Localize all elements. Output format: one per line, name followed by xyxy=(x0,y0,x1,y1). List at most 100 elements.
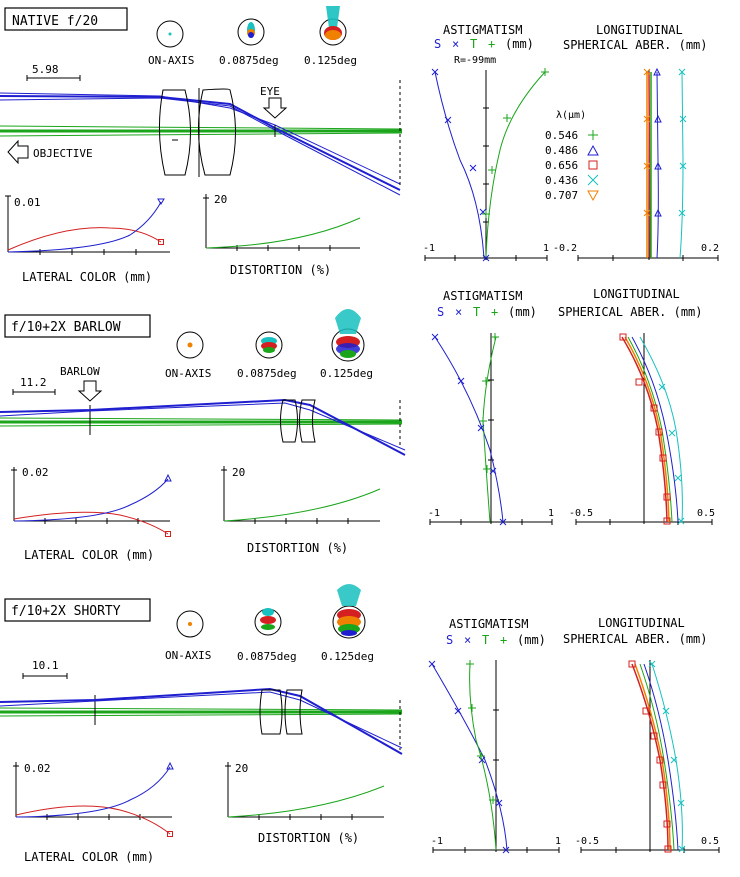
lsa-cyan-curve xyxy=(639,336,683,523)
legend-square-icon xyxy=(588,160,598,170)
spot-edge-cyan xyxy=(337,584,361,606)
lsa-blue-curve xyxy=(643,663,679,851)
lateral-blue-curve xyxy=(15,766,171,818)
distortion-axes xyxy=(205,194,360,249)
lsa-xmin: -0.2 xyxy=(553,243,577,254)
astig-s-markers xyxy=(431,333,507,526)
spot-mid-cyan xyxy=(262,608,274,616)
chief-ray xyxy=(0,95,401,191)
astig-xticks xyxy=(429,519,553,525)
lsa-xmin: -0.5 xyxy=(569,508,593,519)
astig-legend-s: S xyxy=(437,305,444,319)
wavelength-legend: λ(μm) 0.546 0.486 0.656 0.436 0.707 xyxy=(545,110,599,202)
lateral-xticks xyxy=(46,814,141,820)
astig-legend-unit: (mm) xyxy=(505,37,534,51)
lsa-title-line1: LONGITUDINAL xyxy=(596,23,683,37)
astig-legend-unit: (mm) xyxy=(508,305,537,319)
astig-axes xyxy=(425,70,547,260)
lsa-red-curve xyxy=(631,663,669,851)
lateral-axes xyxy=(13,467,170,522)
distortion-xticks xyxy=(254,518,349,524)
axial-ray-upper xyxy=(0,417,403,421)
legend-inverted-triangle-icon xyxy=(587,190,599,202)
chief-ray xyxy=(0,687,403,755)
lsa-cyan-curve xyxy=(679,71,684,259)
legend-cross-icon xyxy=(587,174,599,186)
lsa-plot: LONGITUDINAL SPHERICAL ABER. (mm) -0.5 0… xyxy=(563,616,720,853)
chief-ray-2 xyxy=(0,97,401,196)
spot-on-axis-circle xyxy=(176,331,204,359)
wavelength-item-0436: 0.436 xyxy=(545,174,578,187)
lateral-blue-marker xyxy=(164,473,172,482)
axial-ray-upper xyxy=(0,125,403,130)
distortion-label: DISTORTION (%) xyxy=(258,831,359,845)
spot-edge-blue xyxy=(341,630,357,636)
lens-element-1 xyxy=(158,89,191,176)
astig-t-markers xyxy=(479,333,499,473)
spot-on-axis-point xyxy=(188,622,192,626)
ray-layout xyxy=(0,398,406,456)
astig-xticks xyxy=(432,847,560,853)
axial-ray-lower xyxy=(0,132,403,137)
lens-element-1 xyxy=(259,689,283,735)
legend-plus-icon xyxy=(588,130,598,140)
lsa-red-markers xyxy=(628,660,672,853)
chief-ray xyxy=(0,398,406,456)
scale-label: 10.1 xyxy=(32,659,59,672)
astigmatism-plot: ASTIGMATISM S × T + (mm) R=-99mm -1 1 xyxy=(423,23,549,262)
spot-on-axis-point xyxy=(168,32,172,36)
spot-edge-cyan xyxy=(335,309,361,334)
astig-t-curve xyxy=(485,71,546,259)
astig-legend-t: T xyxy=(470,37,477,51)
astig-legend-s: S xyxy=(446,633,453,647)
spot-label-on-axis: ON-AXIS xyxy=(148,54,194,67)
lateral-color-plot: 0.01 LATERAL COLOR (mm) xyxy=(5,195,170,284)
axial-ray-upper xyxy=(0,707,403,711)
lsa-axes xyxy=(576,333,712,524)
spot-mid-green xyxy=(261,624,275,630)
lsa-xmax: 0.5 xyxy=(701,836,719,847)
spot-label-mid: 0.0875deg xyxy=(237,367,297,380)
astig-xmin: -1 xyxy=(423,243,435,254)
wavelength-item-0707: 0.707 xyxy=(545,189,578,202)
scale-bar xyxy=(26,75,81,81)
lsa-orange-markers xyxy=(643,68,651,217)
lsa-title-line2: SPHERICAL ABER. (mm) xyxy=(563,632,708,646)
distortion-curve xyxy=(227,785,385,818)
lsa-orange-curve xyxy=(634,663,671,851)
spot-mid-circle xyxy=(237,18,265,46)
spot-label-mid: 0.0875deg xyxy=(219,54,279,67)
section-title: f/10+2X SHORTY xyxy=(11,604,121,619)
lsa-red-markers xyxy=(619,333,671,525)
astig-legend-unit: (mm) xyxy=(517,633,546,647)
astig-title: ASTIGMATISM xyxy=(443,23,522,37)
lateral-label: LATERAL COLOR (mm) xyxy=(24,850,154,864)
lsa-title-line1: LONGITUDINAL xyxy=(598,616,685,630)
astig-t-markers xyxy=(482,68,549,218)
astig-legend-t-symbol: + xyxy=(488,37,495,51)
distortion-label: DISTORTION (%) xyxy=(247,541,348,555)
distortion-label: DISTORTION (%) xyxy=(230,263,331,277)
lateral-ymax: 0.01 xyxy=(14,196,41,209)
lsa-red-curve xyxy=(621,336,668,523)
astig-legend-s-symbol: × xyxy=(455,305,462,319)
lsa-cyan-markers xyxy=(678,68,687,217)
distortion-plot: 20 DISTORTION (%) xyxy=(225,762,385,845)
distortion-plot: 20 DISTORTION (%) xyxy=(221,466,381,555)
spot-label-edge: 0.125deg xyxy=(304,54,357,67)
astig-yticks xyxy=(483,107,489,223)
spot-mid-red xyxy=(260,616,276,624)
spot-edge-green xyxy=(340,350,356,358)
lateral-red-marker xyxy=(158,239,164,245)
section-title: f/10+2X BARLOW xyxy=(11,320,121,335)
spot-on-axis-circle xyxy=(156,20,184,48)
objective-arrow-icon xyxy=(7,139,29,165)
lens-element-1 xyxy=(280,399,298,443)
lateral-red-curve xyxy=(7,227,162,251)
section-native: NATIVE f/20 ON-AXIS 0.0875deg 0.125deg 5… xyxy=(0,6,719,284)
lsa-title-line2: SPHERICAL ABER. (mm) xyxy=(558,305,703,319)
wavelength-item-0656: 0.656 xyxy=(545,159,578,172)
section-title-box xyxy=(4,314,151,338)
lateral-label: LATERAL COLOR (mm) xyxy=(24,548,154,562)
lsa-cyan-markers xyxy=(658,383,685,525)
